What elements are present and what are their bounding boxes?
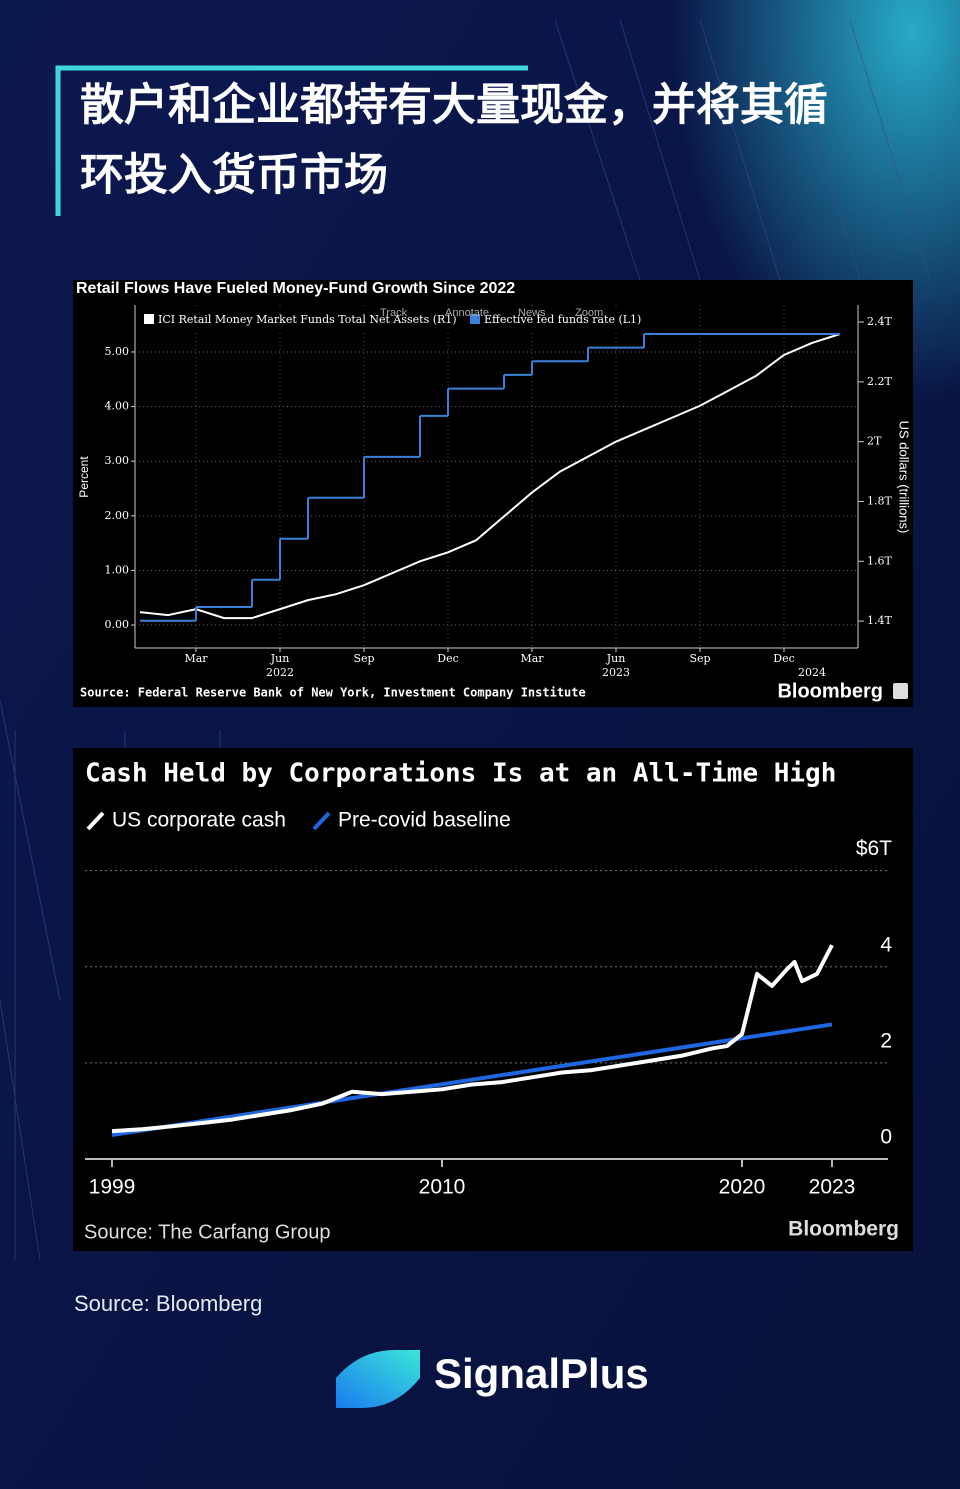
y2-tick-label: 1.6T	[867, 554, 892, 567]
toolbar-item: Annotate	[445, 307, 489, 319]
year-label: 2022	[266, 666, 294, 679]
legend-label: ICI Retail Money Market Funds Total Net …	[158, 313, 457, 326]
y-tick-label: 5.00	[105, 345, 130, 358]
x-tick-label: 2020	[719, 1176, 766, 1199]
legend-swatch	[144, 314, 154, 324]
x-tick-label: 1999	[89, 1176, 136, 1199]
x-tick-label: Dec	[773, 652, 795, 665]
legend-label: US corporate cash	[112, 809, 286, 832]
legend-swatch	[86, 811, 105, 831]
chart-title: Retail Flows Have Fueled Money-Fund Grow…	[76, 280, 515, 297]
y2-tick-label: 2T	[867, 435, 882, 448]
y2-tick-label: 1.8T	[867, 494, 892, 507]
series-line	[111, 944, 834, 1134]
logo-text: SignalPlus	[434, 1350, 649, 1397]
x-tick-label: Jun	[606, 652, 626, 665]
header-title: 环投入货币市场	[80, 151, 388, 200]
logo-mark	[336, 1350, 420, 1408]
y2-tick-label: 1.4T	[867, 614, 892, 627]
y-tick-label: 1.00	[105, 563, 130, 576]
year-label: 2024	[798, 666, 826, 679]
toolbar-item: Track	[380, 307, 408, 319]
y-tick-label: 2.00	[105, 509, 130, 522]
toolbar-item: Zoom	[575, 307, 603, 319]
chart-source: Source: The Carfang Group	[84, 1221, 330, 1243]
chart-brand: Bloomberg	[777, 680, 883, 702]
x-tick-label: Sep	[689, 652, 710, 665]
x-tick-label: Mar	[520, 652, 544, 665]
legend-swatch	[470, 314, 480, 324]
header-title: 散户和企业都持有大量现金，并将其循	[80, 81, 828, 130]
legend-box	[138, 308, 658, 330]
decor-lines	[0, 19, 931, 1261]
x-tick-label: 2010	[419, 1176, 466, 1199]
chart-panel	[73, 748, 913, 1251]
y2-axis-label: US dollars (trillions)	[897, 421, 912, 534]
y-tick-label: 2	[880, 1029, 892, 1052]
brand-icon	[893, 683, 908, 699]
x-tick-label: Jun	[270, 652, 290, 665]
legend-label: Effective fed funds rate (L1)	[484, 313, 641, 326]
x-tick-label: Mar	[184, 652, 208, 665]
chart-title: Cash Held by Corporations Is at an All-T…	[85, 759, 836, 789]
footer-source: Source: Bloomberg	[74, 1291, 262, 1316]
series-line	[111, 1022, 833, 1137]
year-label: 2023	[602, 666, 630, 679]
header-frame	[55, 65, 528, 216]
y-tick-label: 4.00	[105, 400, 130, 413]
x-tick-label: Sep	[353, 652, 374, 665]
legend-label: Pre-covid baseline	[338, 809, 511, 832]
y2-tick-label: 2.2T	[867, 375, 892, 388]
series-line	[139, 333, 841, 620]
y-axis-label: Percent	[77, 456, 91, 498]
y-tick-label: 4	[880, 933, 892, 956]
y-tick-label: $6T	[856, 837, 892, 860]
y-tick-label: 3.00	[105, 454, 130, 467]
chart-panel	[73, 280, 913, 707]
y-tick-label: 0.00	[105, 618, 130, 631]
legend-swatch	[312, 811, 331, 831]
chart-brand: Bloomberg	[788, 1218, 899, 1241]
y-tick-label: 0	[880, 1126, 892, 1149]
toolbar-item: News	[518, 307, 546, 319]
x-tick-label: 2023	[809, 1176, 856, 1199]
chart-source: Source: Federal Reserve Bank of New York…	[80, 686, 586, 700]
x-tick-label: Dec	[437, 652, 459, 665]
y2-tick-label: 2.4T	[867, 315, 892, 328]
